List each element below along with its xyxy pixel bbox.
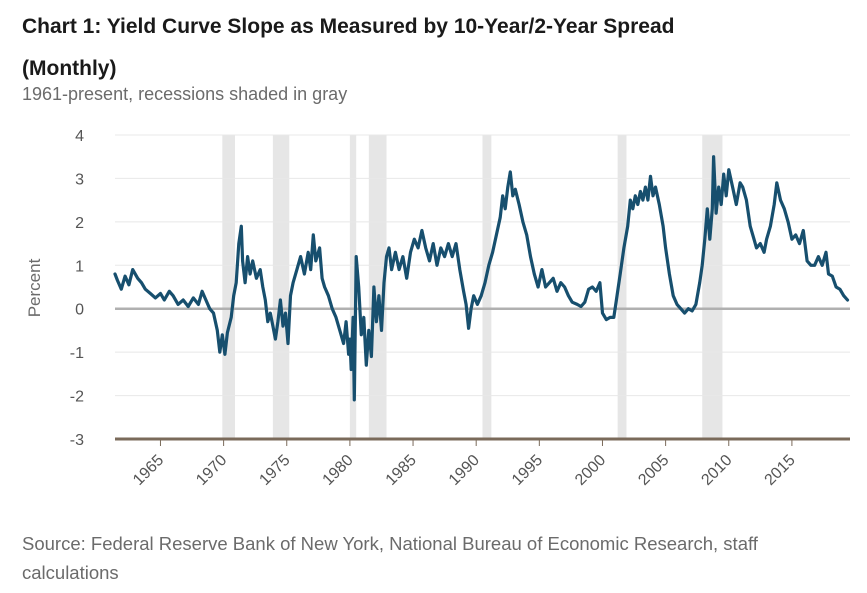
y-tick-label: -3 bbox=[70, 432, 84, 449]
x-tick-label: 1995 bbox=[509, 452, 546, 489]
y-axis-title: Percent bbox=[25, 258, 44, 317]
y-tick-label: 0 bbox=[75, 302, 84, 319]
gridlines bbox=[115, 134, 850, 441]
recession-band-2 bbox=[272, 135, 290, 439]
recession-bands bbox=[222, 135, 723, 439]
chart-title: Chart 1: Yield Curve Slope as Measured b… bbox=[22, 15, 675, 80]
source-note: Source: Federal Reserve Bank of New York… bbox=[22, 533, 758, 583]
x-tick-label: 1965 bbox=[130, 452, 167, 489]
y-tick-label: 4 bbox=[75, 128, 84, 145]
chart-subtitle: 1961-present, recessions shaded in gray bbox=[22, 84, 348, 104]
y-axis-ticks: 4 3 2 1 0 -1 -2 -3 bbox=[70, 128, 84, 449]
recession-band-6 bbox=[617, 135, 627, 439]
recession-band-5 bbox=[482, 135, 492, 439]
y-tick-label: 1 bbox=[75, 258, 84, 275]
y-tick-label: -1 bbox=[70, 345, 84, 362]
x-tick-label: 1975 bbox=[256, 452, 293, 489]
spread-series-line bbox=[113, 155, 850, 402]
y-tick-label: 3 bbox=[75, 171, 84, 188]
x-tick-label: 2000 bbox=[572, 452, 609, 489]
x-tick-label: 1970 bbox=[193, 452, 230, 489]
x-tick-label: 2010 bbox=[698, 452, 735, 489]
x-tick-label: 1985 bbox=[383, 452, 420, 489]
x-tick-label: 2015 bbox=[762, 452, 799, 489]
x-tick-label: 1990 bbox=[446, 452, 483, 489]
y-tick-label: 2 bbox=[75, 215, 84, 232]
recession-band-3 bbox=[349, 135, 357, 439]
x-axis-ticks: 1965 1970 1975 1980 1985 1990 1995 2000 2005 2010… bbox=[130, 440, 799, 489]
x-tick-label: 2005 bbox=[635, 452, 672, 489]
x-tick-label: 1980 bbox=[320, 452, 357, 489]
recession-band-4 bbox=[368, 135, 387, 439]
recession-band-1 bbox=[222, 135, 235, 439]
y-tick-label: -2 bbox=[70, 389, 84, 406]
